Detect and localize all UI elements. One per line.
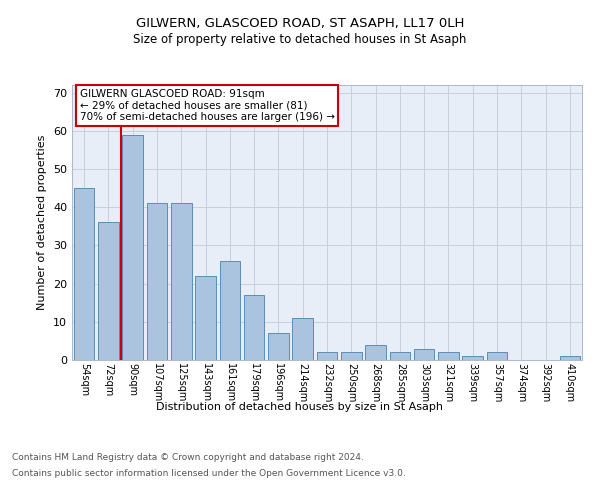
Bar [98,222,119,360]
Bar [389,352,410,360]
Bar [195,276,216,360]
Text: Contains HM Land Registry data © Crown copyright and database right 2024.: Contains HM Land Registry data © Crown c… [12,454,364,462]
Bar [244,295,265,360]
Bar [146,204,167,360]
Bar [74,188,94,360]
Text: Distribution of detached houses by size in St Asaph: Distribution of detached houses by size … [157,402,443,412]
Text: Size of property relative to detached houses in St Asaph: Size of property relative to detached ho… [133,32,467,46]
Bar [438,352,459,360]
Bar [268,334,289,360]
Bar [317,352,337,360]
Bar [463,356,483,360]
Y-axis label: Number of detached properties: Number of detached properties [37,135,47,310]
Bar [560,356,580,360]
Text: Contains public sector information licensed under the Open Government Licence v3: Contains public sector information licen… [12,468,406,477]
Bar [414,348,434,360]
Bar [487,352,508,360]
Text: GILWERN, GLASCOED ROAD, ST ASAPH, LL17 0LH: GILWERN, GLASCOED ROAD, ST ASAPH, LL17 0… [136,18,464,30]
Bar [220,260,240,360]
Bar [171,204,191,360]
Text: GILWERN GLASCOED ROAD: 91sqm
← 29% of detached houses are smaller (81)
70% of se: GILWERN GLASCOED ROAD: 91sqm ← 29% of de… [80,89,335,122]
Bar [365,344,386,360]
Bar [292,318,313,360]
Bar [341,352,362,360]
Bar [122,134,143,360]
